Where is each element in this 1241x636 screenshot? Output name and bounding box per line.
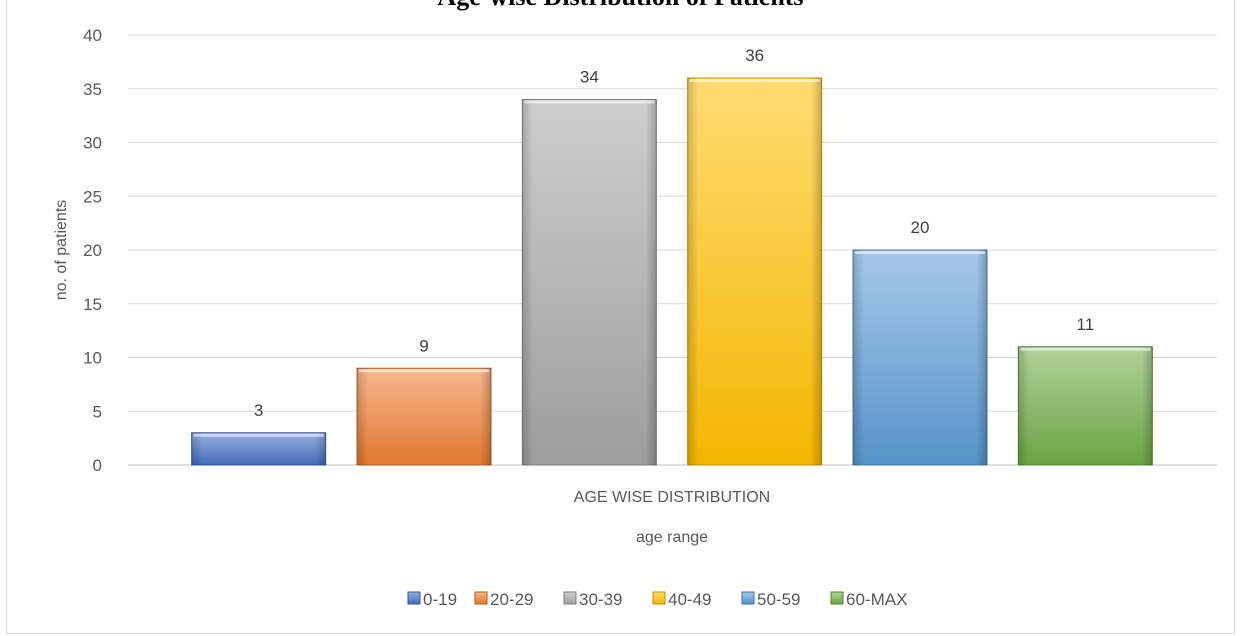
legend-swatch-60-MAX <box>830 591 844 605</box>
bar-shading-30-39 <box>522 99 657 465</box>
bar-highlight-40-49 <box>689 79 820 82</box>
legend-label-50-59: 50-59 <box>757 590 800 609</box>
bar-shading-40-49 <box>687 78 822 465</box>
y-tick-label: 15 <box>83 295 102 314</box>
legend-swatch-0-19 <box>407 591 421 605</box>
chart-frame <box>6 0 1235 634</box>
y-tick-label: 30 <box>83 134 102 153</box>
y-axis-ticks: 0 5 10 15 20 25 30 35 40 <box>83 26 102 475</box>
data-label-20-29: 9 <box>419 336 428 355</box>
bar-highlight-30-39 <box>524 100 655 104</box>
y-tick-label: 40 <box>83 26 102 45</box>
x-axis-title: age range <box>636 529 708 546</box>
y-tick-label: 10 <box>83 349 102 368</box>
x-category-label: AGE WISE DISTRIBUTION <box>574 489 770 506</box>
legend-swatch-50-59 <box>741 591 755 605</box>
data-label-50-59: 20 <box>911 218 930 237</box>
y-tick-label: 20 <box>83 241 102 260</box>
bar-shading-20-29 <box>357 368 491 465</box>
legend-label-60-MAX: 60-MAX <box>846 590 907 609</box>
y-tick-label: 25 <box>83 187 102 206</box>
y-tick-label: 35 <box>83 80 102 99</box>
data-label-30-39: 34 <box>580 68 599 87</box>
bar-highlight-60-MAX <box>1020 347 1151 351</box>
legend-swatch-40-49 <box>652 591 666 605</box>
legend-swatch-20-29 <box>474 591 488 605</box>
bars <box>191 77 1153 466</box>
bar-highlight-50-59 <box>855 251 985 254</box>
bar-highlight-0-19 <box>193 433 324 437</box>
data-label-0-19: 3 <box>254 401 263 420</box>
legend-label-0-19: 0-19 <box>423 590 457 609</box>
legend: 0-19 20-29 30-39 40-49 50-59 60-MAX <box>407 590 907 609</box>
bar-highlight-20-29 <box>359 369 489 373</box>
bar-shading-50-59 <box>853 250 987 465</box>
chart-title: Age-wise Distribution of Patients <box>0 0 1241 12</box>
data-label-40-49: 36 <box>745 46 764 65</box>
y-tick-label: 0 <box>93 456 102 475</box>
legend-swatch-30-39 <box>563 591 577 605</box>
data-label-60-MAX: 11 <box>1077 315 1095 334</box>
legend-label-40-49: 40-49 <box>668 590 711 609</box>
data-labels: 3 9 34 36 20 11 <box>254 46 1094 420</box>
bar-shading-0-19 <box>191 432 326 465</box>
bar-shading-60-MAX <box>1018 346 1153 465</box>
legend-label-30-39: 30-39 <box>579 590 622 609</box>
y-axis-title: no. of patients <box>53 200 70 301</box>
y-tick-label: 5 <box>93 402 102 421</box>
legend-label-20-29: 20-29 <box>490 590 533 609</box>
